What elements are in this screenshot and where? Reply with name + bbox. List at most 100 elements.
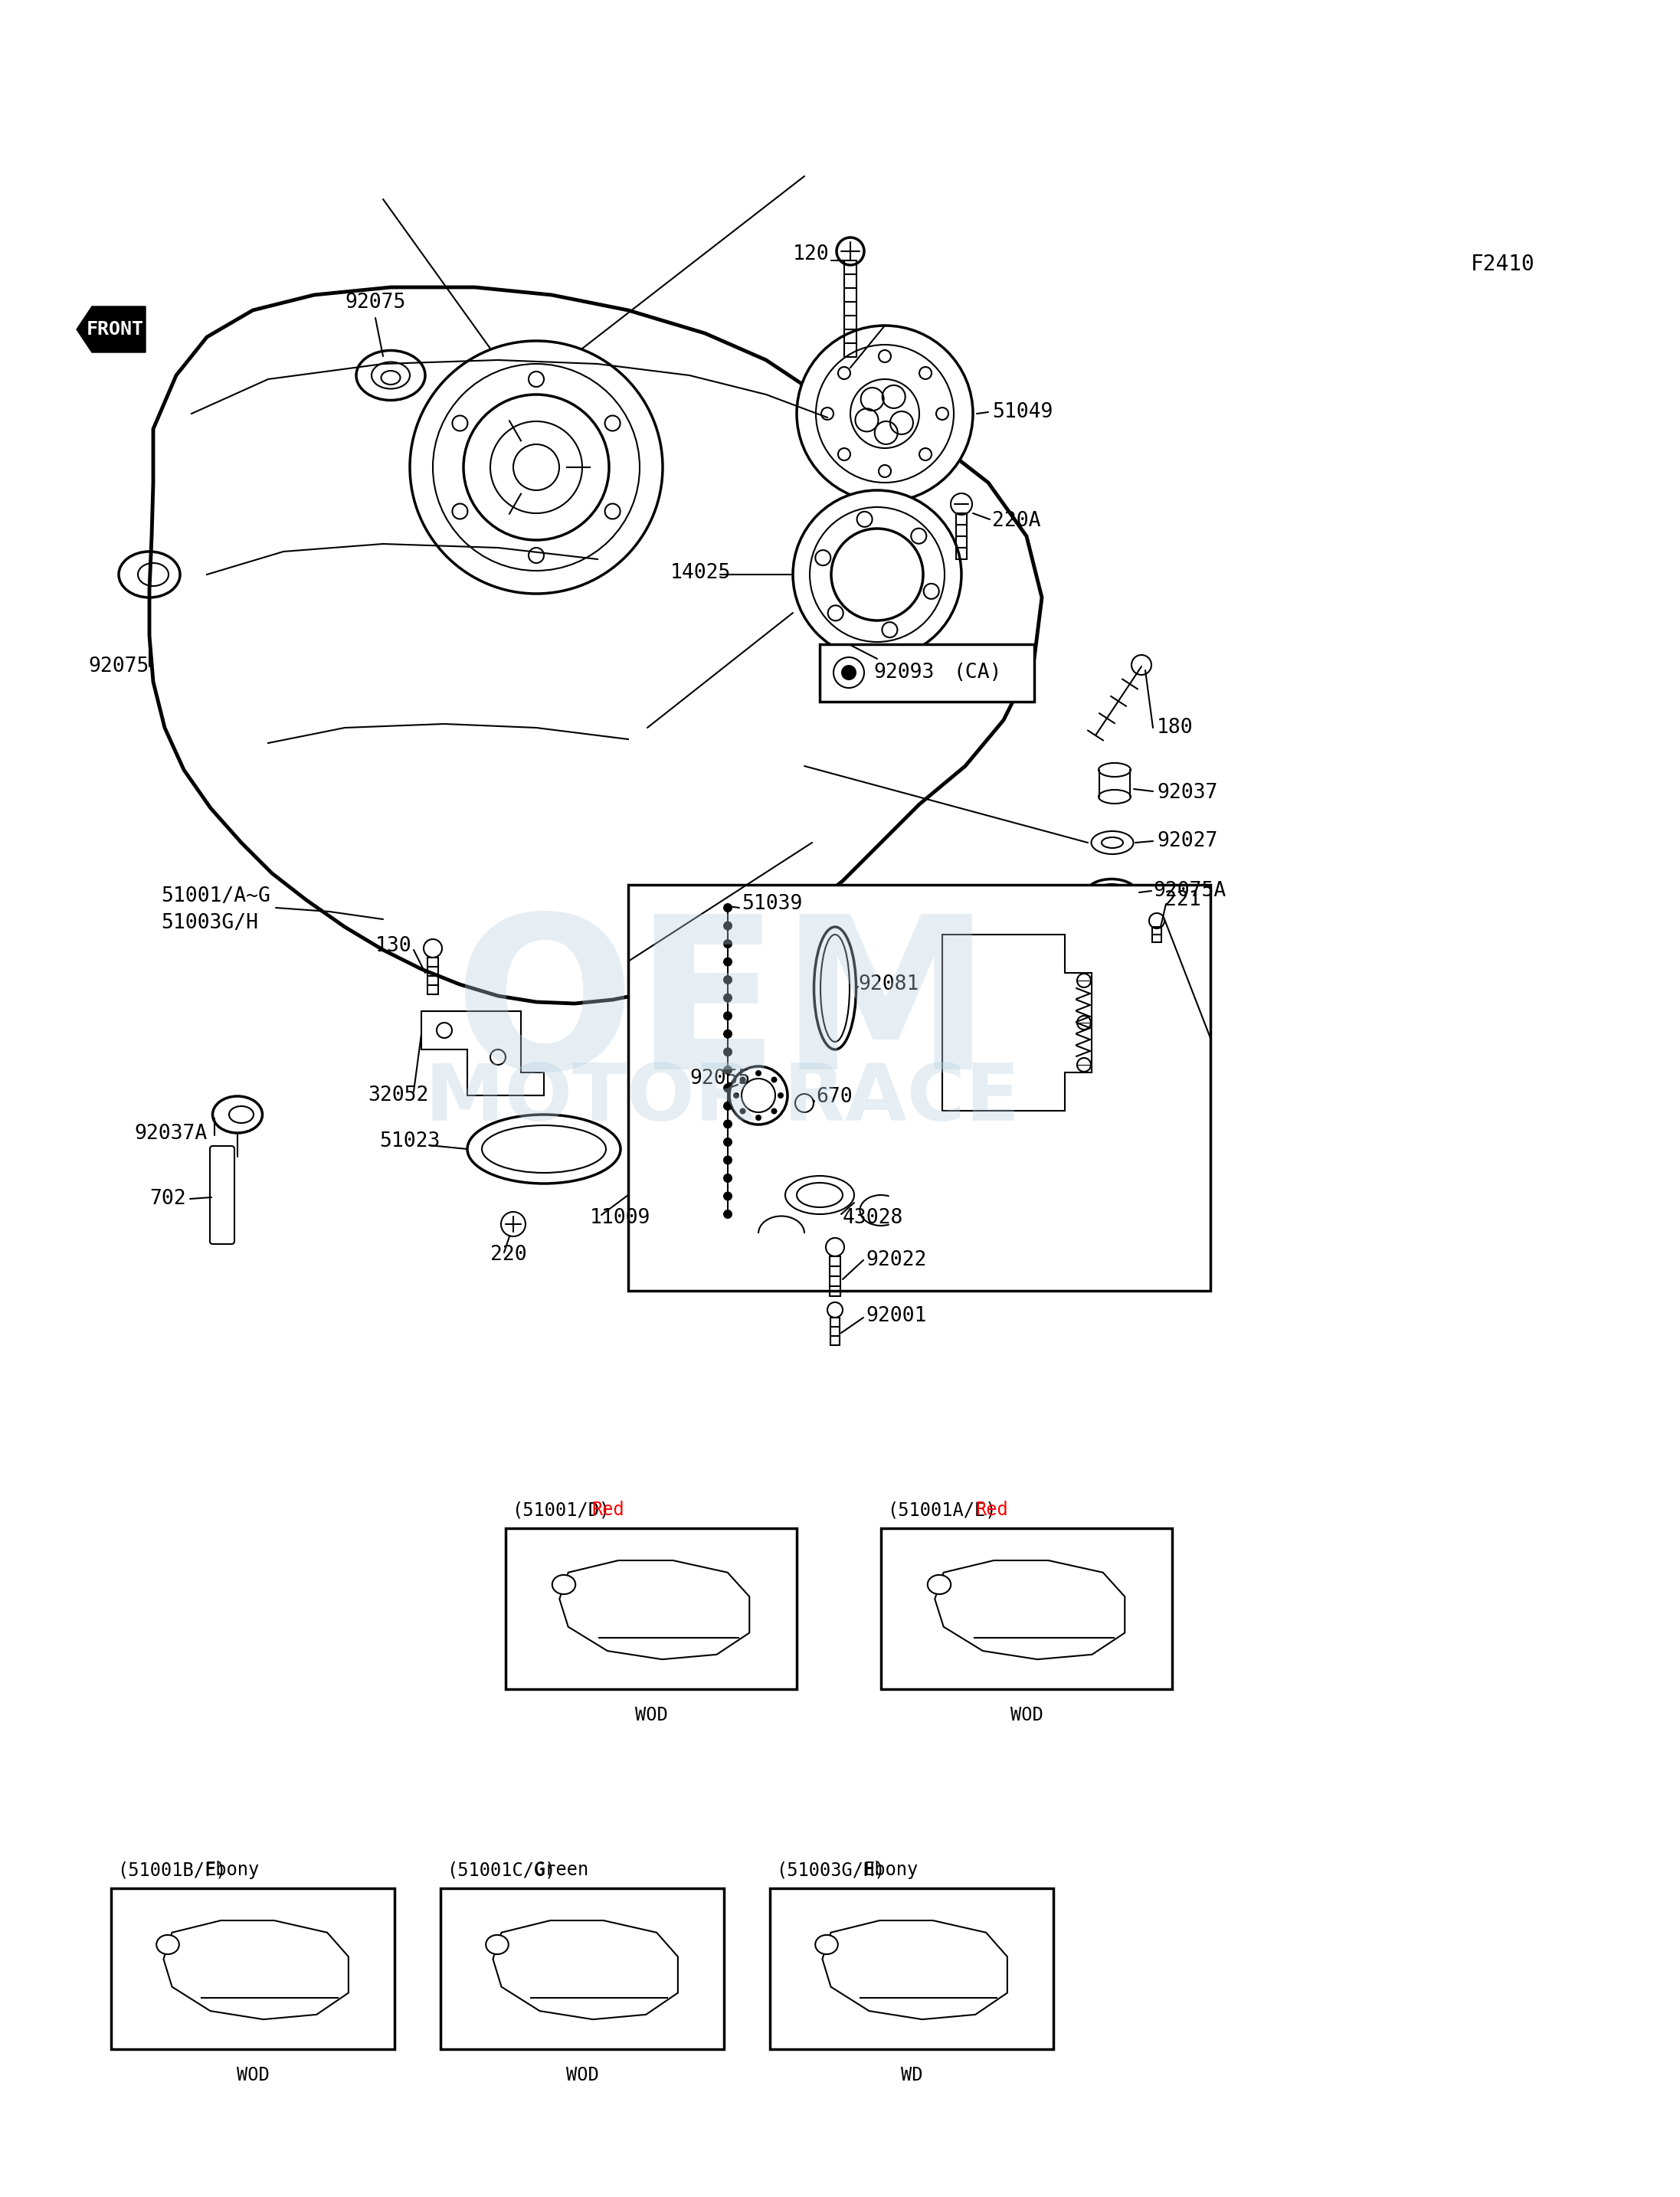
Text: Ebony: Ebony	[205, 1861, 260, 1878]
Circle shape	[452, 503, 467, 518]
Text: Green: Green	[534, 1861, 590, 1878]
Circle shape	[822, 406, 833, 420]
Text: 51039: 51039	[741, 894, 803, 914]
Text: Ebony: Ebony	[864, 1861, 919, 1878]
Text: 92055: 92055	[689, 1068, 751, 1088]
Text: 92037: 92037	[1158, 782, 1218, 802]
Text: (51003G/H): (51003G/H)	[776, 1861, 885, 1878]
Circle shape	[882, 622, 897, 637]
Circle shape	[951, 494, 973, 514]
Ellipse shape	[796, 1182, 843, 1208]
Circle shape	[924, 584, 939, 600]
Polygon shape	[422, 1011, 544, 1096]
Circle shape	[919, 448, 932, 461]
Circle shape	[879, 349, 890, 363]
Text: 92075: 92075	[344, 292, 405, 312]
Text: 51001/A~G: 51001/A~G	[161, 885, 270, 905]
FancyBboxPatch shape	[210, 1147, 235, 1244]
Text: (51001A/E): (51001A/E)	[887, 1501, 996, 1518]
Circle shape	[739, 1077, 746, 1083]
Bar	[769, 1887, 1053, 2050]
Ellipse shape	[1102, 837, 1122, 848]
Text: Red: Red	[974, 1501, 1008, 1518]
Circle shape	[722, 938, 732, 949]
Circle shape	[722, 1083, 732, 1092]
Circle shape	[722, 1030, 732, 1039]
Text: 92027: 92027	[1158, 830, 1218, 850]
Circle shape	[815, 549, 830, 565]
Circle shape	[722, 1011, 732, 1019]
Text: 32052: 32052	[368, 1085, 428, 1105]
Circle shape	[741, 1079, 774, 1112]
Circle shape	[756, 1114, 761, 1120]
Text: FRONT: FRONT	[86, 321, 143, 338]
Text: (51001/D): (51001/D)	[512, 1501, 610, 1518]
Circle shape	[796, 325, 973, 501]
Circle shape	[838, 448, 850, 461]
Text: 51023: 51023	[380, 1131, 440, 1151]
Text: 14025: 14025	[670, 562, 731, 582]
Ellipse shape	[815, 1936, 838, 1955]
Ellipse shape	[213, 1096, 262, 1134]
Ellipse shape	[156, 1936, 180, 1955]
Circle shape	[936, 406, 949, 420]
Text: 51049: 51049	[993, 402, 1053, 422]
Circle shape	[838, 367, 850, 380]
Circle shape	[842, 666, 857, 681]
Circle shape	[729, 1066, 788, 1125]
Circle shape	[722, 958, 732, 967]
Ellipse shape	[785, 1175, 853, 1215]
Text: Red: Red	[591, 1501, 625, 1518]
Circle shape	[1077, 973, 1090, 986]
Circle shape	[756, 1070, 761, 1077]
Ellipse shape	[1095, 883, 1127, 901]
Circle shape	[722, 1101, 732, 1112]
Circle shape	[732, 1092, 739, 1098]
Circle shape	[793, 490, 961, 659]
Ellipse shape	[927, 1575, 951, 1595]
Circle shape	[722, 975, 732, 984]
Ellipse shape	[553, 1575, 576, 1595]
Ellipse shape	[482, 1125, 606, 1173]
Circle shape	[771, 1077, 778, 1083]
Circle shape	[501, 1213, 526, 1237]
Circle shape	[722, 1138, 732, 1147]
Text: 130: 130	[375, 936, 412, 956]
Bar	[880, 1529, 1173, 1689]
Circle shape	[722, 921, 732, 929]
Circle shape	[722, 1211, 732, 1219]
Circle shape	[833, 657, 864, 688]
Circle shape	[879, 466, 890, 477]
Text: WOD: WOD	[237, 2065, 269, 2085]
Text: OEM: OEM	[454, 907, 991, 1114]
Ellipse shape	[486, 1936, 509, 1955]
Text: 92075: 92075	[87, 657, 150, 677]
Circle shape	[1149, 914, 1164, 929]
Text: 51003G/H: 51003G/H	[161, 914, 259, 934]
Circle shape	[529, 547, 544, 562]
Circle shape	[722, 1191, 732, 1202]
Text: WOD: WOD	[1010, 1705, 1043, 1725]
Bar	[440, 1887, 724, 2050]
Circle shape	[739, 1107, 746, 1114]
Ellipse shape	[467, 1114, 620, 1184]
Text: WOD: WOD	[566, 2065, 598, 2085]
Text: 92037A: 92037A	[134, 1125, 207, 1145]
Circle shape	[837, 237, 864, 266]
Text: WOD: WOD	[635, 1705, 667, 1725]
Circle shape	[452, 415, 467, 431]
Circle shape	[722, 1048, 732, 1057]
Ellipse shape	[1099, 762, 1131, 778]
Circle shape	[827, 1237, 845, 1257]
Ellipse shape	[1099, 789, 1131, 804]
Text: 180: 180	[1158, 718, 1193, 738]
Text: 702: 702	[150, 1189, 186, 1208]
Bar	[506, 1529, 796, 1689]
Text: 11009: 11009	[590, 1208, 650, 1228]
Circle shape	[1132, 655, 1151, 674]
Circle shape	[722, 903, 732, 912]
Circle shape	[605, 503, 620, 518]
Circle shape	[722, 1066, 732, 1074]
Circle shape	[827, 1303, 843, 1318]
Ellipse shape	[1087, 879, 1136, 905]
